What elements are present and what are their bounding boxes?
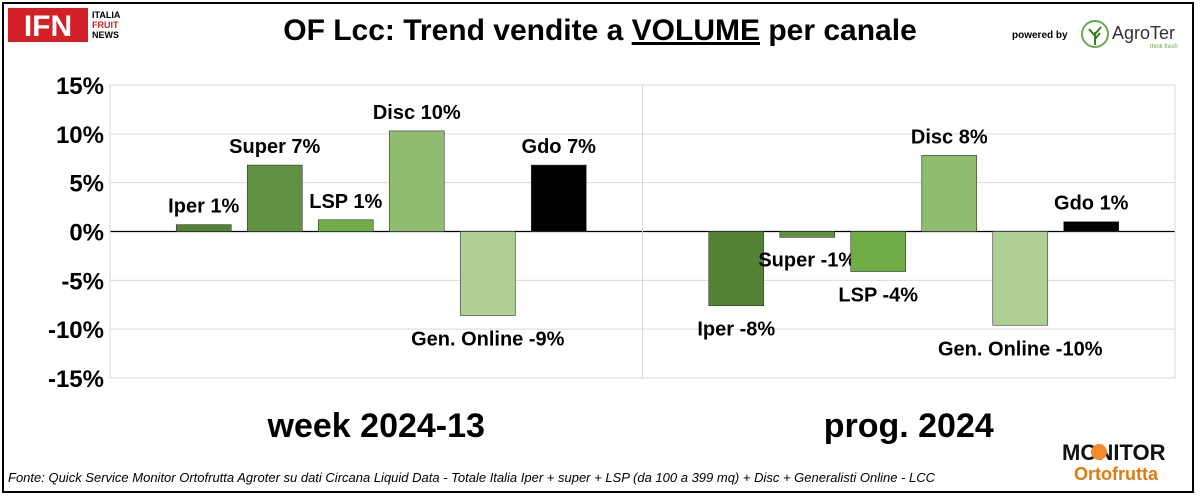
data-label: LSP 1% [309,191,382,213]
data-label: Gdo 7% [522,136,597,158]
bar-gdo [530,164,587,232]
data-label: Gdo 1% [1054,193,1129,215]
y-tick-label: -15% [48,366,104,393]
bar-gdo [1063,221,1120,232]
data-label: Iper -8% [697,319,775,341]
title-suffix: per canale [760,14,917,47]
data-label: Gen. Online -10% [938,338,1103,360]
y-tick-label: 10% [56,122,104,149]
agroter-logo-name: AgroTer [1112,23,1175,43]
chart-title: OF Lcc: Trend vendite a VOLUME per canal… [0,14,1200,48]
bar-lsp [850,231,907,272]
data-label: Super 7% [229,136,320,158]
agroter-logo: AgroTer think fresh [1081,20,1178,50]
data-label: Super -1% [758,250,856,272]
agroter-logo-tagline: think fresh [1150,44,1178,50]
title-emphasis: VOLUME [631,14,760,47]
bar-gen-online [992,231,1049,326]
bar-iper [708,231,765,307]
bar-disc [921,155,978,232]
data-label: Gen. Online -9% [411,328,565,350]
ifn-logo-line-1: ITALIA [92,10,121,20]
y-tick-label: 5% [69,171,104,198]
ifn-logo-main: IFN [24,10,72,42]
source-footnote: Fonte: Quick Service Monitor Ortofrutta … [8,470,936,485]
monitor-logo-bottom: Ortofrutta [1074,464,1159,484]
y-tick-label: 0% [69,220,104,247]
y-tick-label: -5% [61,268,104,295]
bar-lsp [317,219,374,232]
powered-by-text: powered by [1012,30,1068,41]
bar-super [246,164,303,232]
y-tick-label: -10% [48,317,104,344]
ifn-logo: IFN ITALIA FRUIT NEWS [8,8,121,42]
ifn-logo-line-3: NEWS [92,30,119,40]
bar-iper [175,224,232,232]
data-label: Disc 8% [911,126,988,148]
data-label: Iper 1% [168,196,239,218]
monitor-logo-top: MONITOR [1062,440,1166,465]
monitor-ortofrutta-logo: MONITOR Ortofrutta [1062,440,1166,484]
y-tick-label: 15% [56,73,104,100]
data-label: Disc 10% [373,102,461,124]
data-label: LSP -4% [838,285,918,307]
bar-gen-online [459,231,516,316]
chart-frame [2,2,1194,493]
title-prefix: OF Lcc: Trend vendite a [283,14,632,47]
bar-super [779,231,836,238]
panel-label: prog. 2024 [824,407,994,445]
bar-disc [388,130,445,232]
ifn-logo-line-2: FRUIT [92,20,119,30]
panel-label: week 2024-13 [267,407,485,445]
